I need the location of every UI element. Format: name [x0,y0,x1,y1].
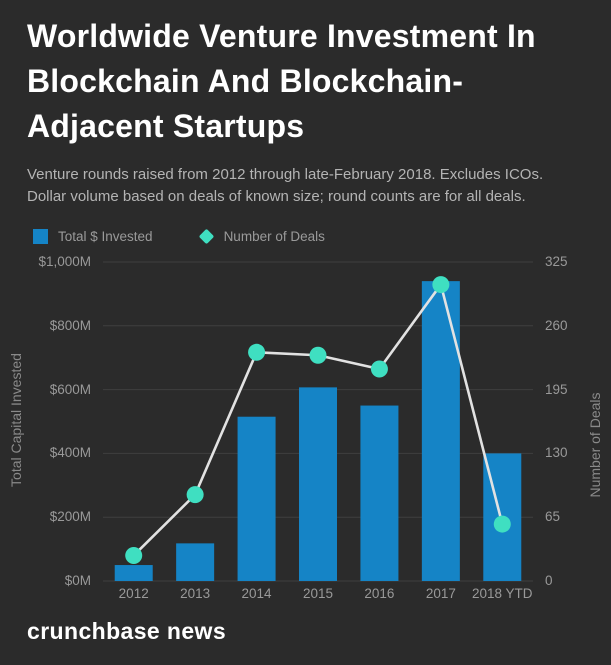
subtitle-line-1: Venture rounds raised from 2012 through … [27,166,544,183]
title-line-3: Adjacent Startups [27,108,305,144]
bar-2012 [114,565,153,581]
left-axis-tick: $600M [49,381,91,397]
plot-svg [103,261,533,582]
right-axis-tick: 195 [545,381,568,397]
deal-marker-2015 [309,346,327,364]
right-axis-tick: 325 [545,254,568,269]
deal-marker-2013 [186,486,204,504]
x-axis-label-2017: 2017 [425,586,456,601]
legend-label-number-of-deals: Number of Deals [223,228,325,244]
bar-2016 [360,405,399,581]
page-title: Worldwide Venture Investment In Blockcha… [27,14,587,149]
deal-marker-2012 [125,546,143,564]
left-axis-tick: $400M [49,445,91,461]
x-axis-label-2015: 2015 [302,586,334,601]
bar-2013 [176,543,215,581]
left-axis-tick: $0M [64,573,91,588]
left-axis-title: Total Capital Invested [8,353,24,487]
deal-marker-2014 [248,343,266,361]
left-axis-tick: $200M [49,509,91,525]
number-of-deals-marker-icon [198,228,214,244]
right-axis-tick: 130 [545,445,568,461]
right-axis-tick: 65 [545,509,561,525]
deal-marker-2016 [370,360,388,378]
title-line-2: Blockchain And Blockchain- [27,63,464,99]
x-axis-label-2013: 2013 [180,586,211,601]
bar-2017 [421,281,460,581]
x-axis-label-2012: 2012 [118,586,149,601]
total-invested-swatch-icon [33,228,48,244]
x-axis-label-2018 YTD: 2018 YTD [472,586,533,601]
chart-subtitle: Venture rounds raised from 2012 through … [27,164,587,208]
bar-2014 [237,416,276,581]
chart-legend: Total $ Invested Number of Deals [33,227,325,245]
legend-label-total-invested: Total $ Invested [58,228,153,244]
left-axis-tick: $1,000M [38,254,91,269]
bar-2015 [299,387,337,581]
x-axis-label-2014: 2014 [241,586,272,601]
deal-marker-2018 YTD [493,515,511,533]
left-axis-tick: $800M [49,317,91,333]
right-axis-tick: 260 [545,317,568,333]
x-axis-label-2016: 2016 [364,586,395,601]
brand-logo: crunchbase news [27,618,227,644]
subtitle-line-2: Dollar volume based on deals of known si… [27,188,526,205]
deal-marker-2017 [432,276,450,294]
title-line-1: Worldwide Venture Investment In [27,18,536,54]
right-axis-tick: 0 [545,573,553,588]
